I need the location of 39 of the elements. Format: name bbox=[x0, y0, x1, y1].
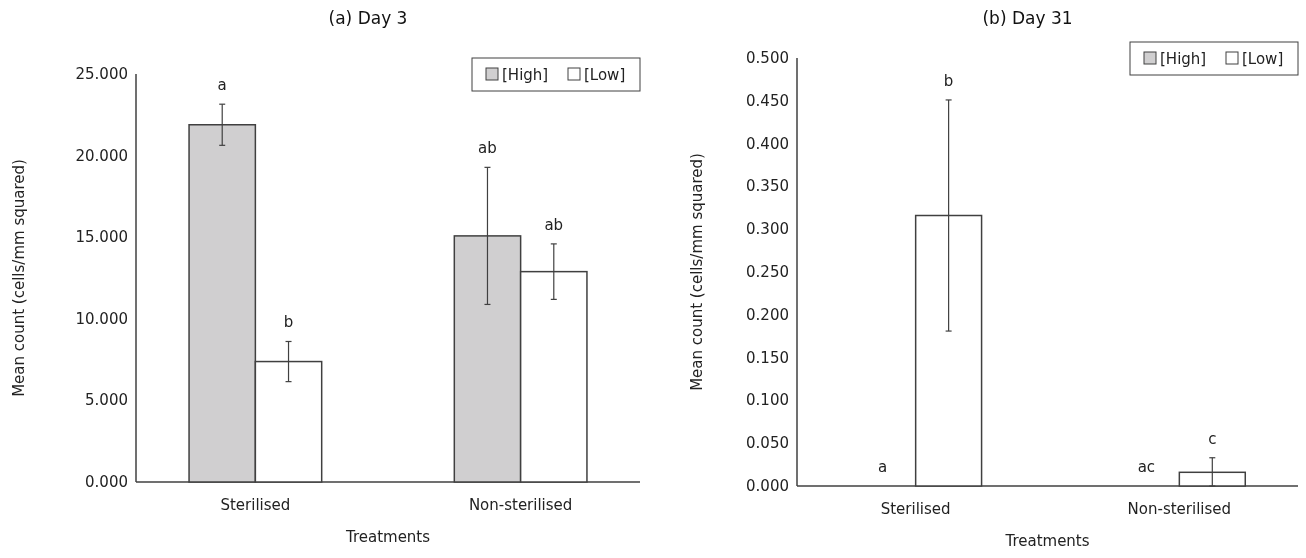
chart-title: (a) Day 3 bbox=[328, 8, 408, 28]
annotation: a bbox=[217, 76, 227, 95]
y-tick-label: 0.050 bbox=[746, 434, 789, 453]
annotation: ab bbox=[544, 215, 564, 234]
y-axis-title: Mean count (cells/mm squared) bbox=[10, 159, 28, 397]
legend-label: [High] bbox=[1160, 50, 1207, 68]
y-tick-label: 0.450 bbox=[746, 91, 789, 110]
y-tick-label: 0.000 bbox=[85, 473, 128, 491]
y-tick-label: 20.000 bbox=[75, 146, 128, 165]
y-tick-label: 25.000 bbox=[75, 65, 128, 83]
annotation: ab bbox=[478, 139, 497, 158]
annotation: ac bbox=[1137, 458, 1156, 476]
y-tick-label: 0.300 bbox=[746, 220, 789, 239]
y-tick-label: 0.350 bbox=[746, 177, 789, 196]
x-tick-label: Non-sterilised bbox=[468, 496, 573, 514]
annotation: c bbox=[1208, 429, 1217, 448]
y-tick-label: 0.500 bbox=[746, 49, 789, 67]
legend-label: [High] bbox=[502, 66, 549, 84]
y-tick-label: 5.000 bbox=[85, 391, 128, 410]
x-tick-label: Sterilised bbox=[880, 500, 951, 518]
chart-title: (b) Day 31 bbox=[982, 8, 1073, 28]
legend-label: [Low] bbox=[584, 66, 626, 84]
y-axis-title: Mean count (cells/mm squared) bbox=[688, 153, 706, 391]
legend-label: [Low] bbox=[1242, 50, 1284, 68]
y-tick-label: 0.150 bbox=[746, 348, 789, 367]
y-tick-label: 0.400 bbox=[746, 134, 789, 153]
x-tick-label: Sterilised bbox=[220, 496, 291, 514]
annotation: b bbox=[283, 313, 294, 332]
x-tick-label: Non-sterilised bbox=[1127, 500, 1232, 518]
annotation: a bbox=[878, 458, 888, 476]
annotation: b bbox=[943, 71, 954, 90]
x-axis-title: Treatments bbox=[1004, 532, 1090, 550]
y-tick-label: 0.250 bbox=[746, 263, 789, 281]
y-tick-label: 0.100 bbox=[746, 391, 789, 410]
y-tick-label: 0.000 bbox=[746, 477, 789, 495]
y-tick-label: 0.200 bbox=[746, 305, 789, 324]
y-tick-label: 10.000 bbox=[75, 309, 128, 328]
x-axis-title: Treatments bbox=[344, 528, 431, 546]
y-tick-label: 15.000 bbox=[75, 228, 128, 247]
